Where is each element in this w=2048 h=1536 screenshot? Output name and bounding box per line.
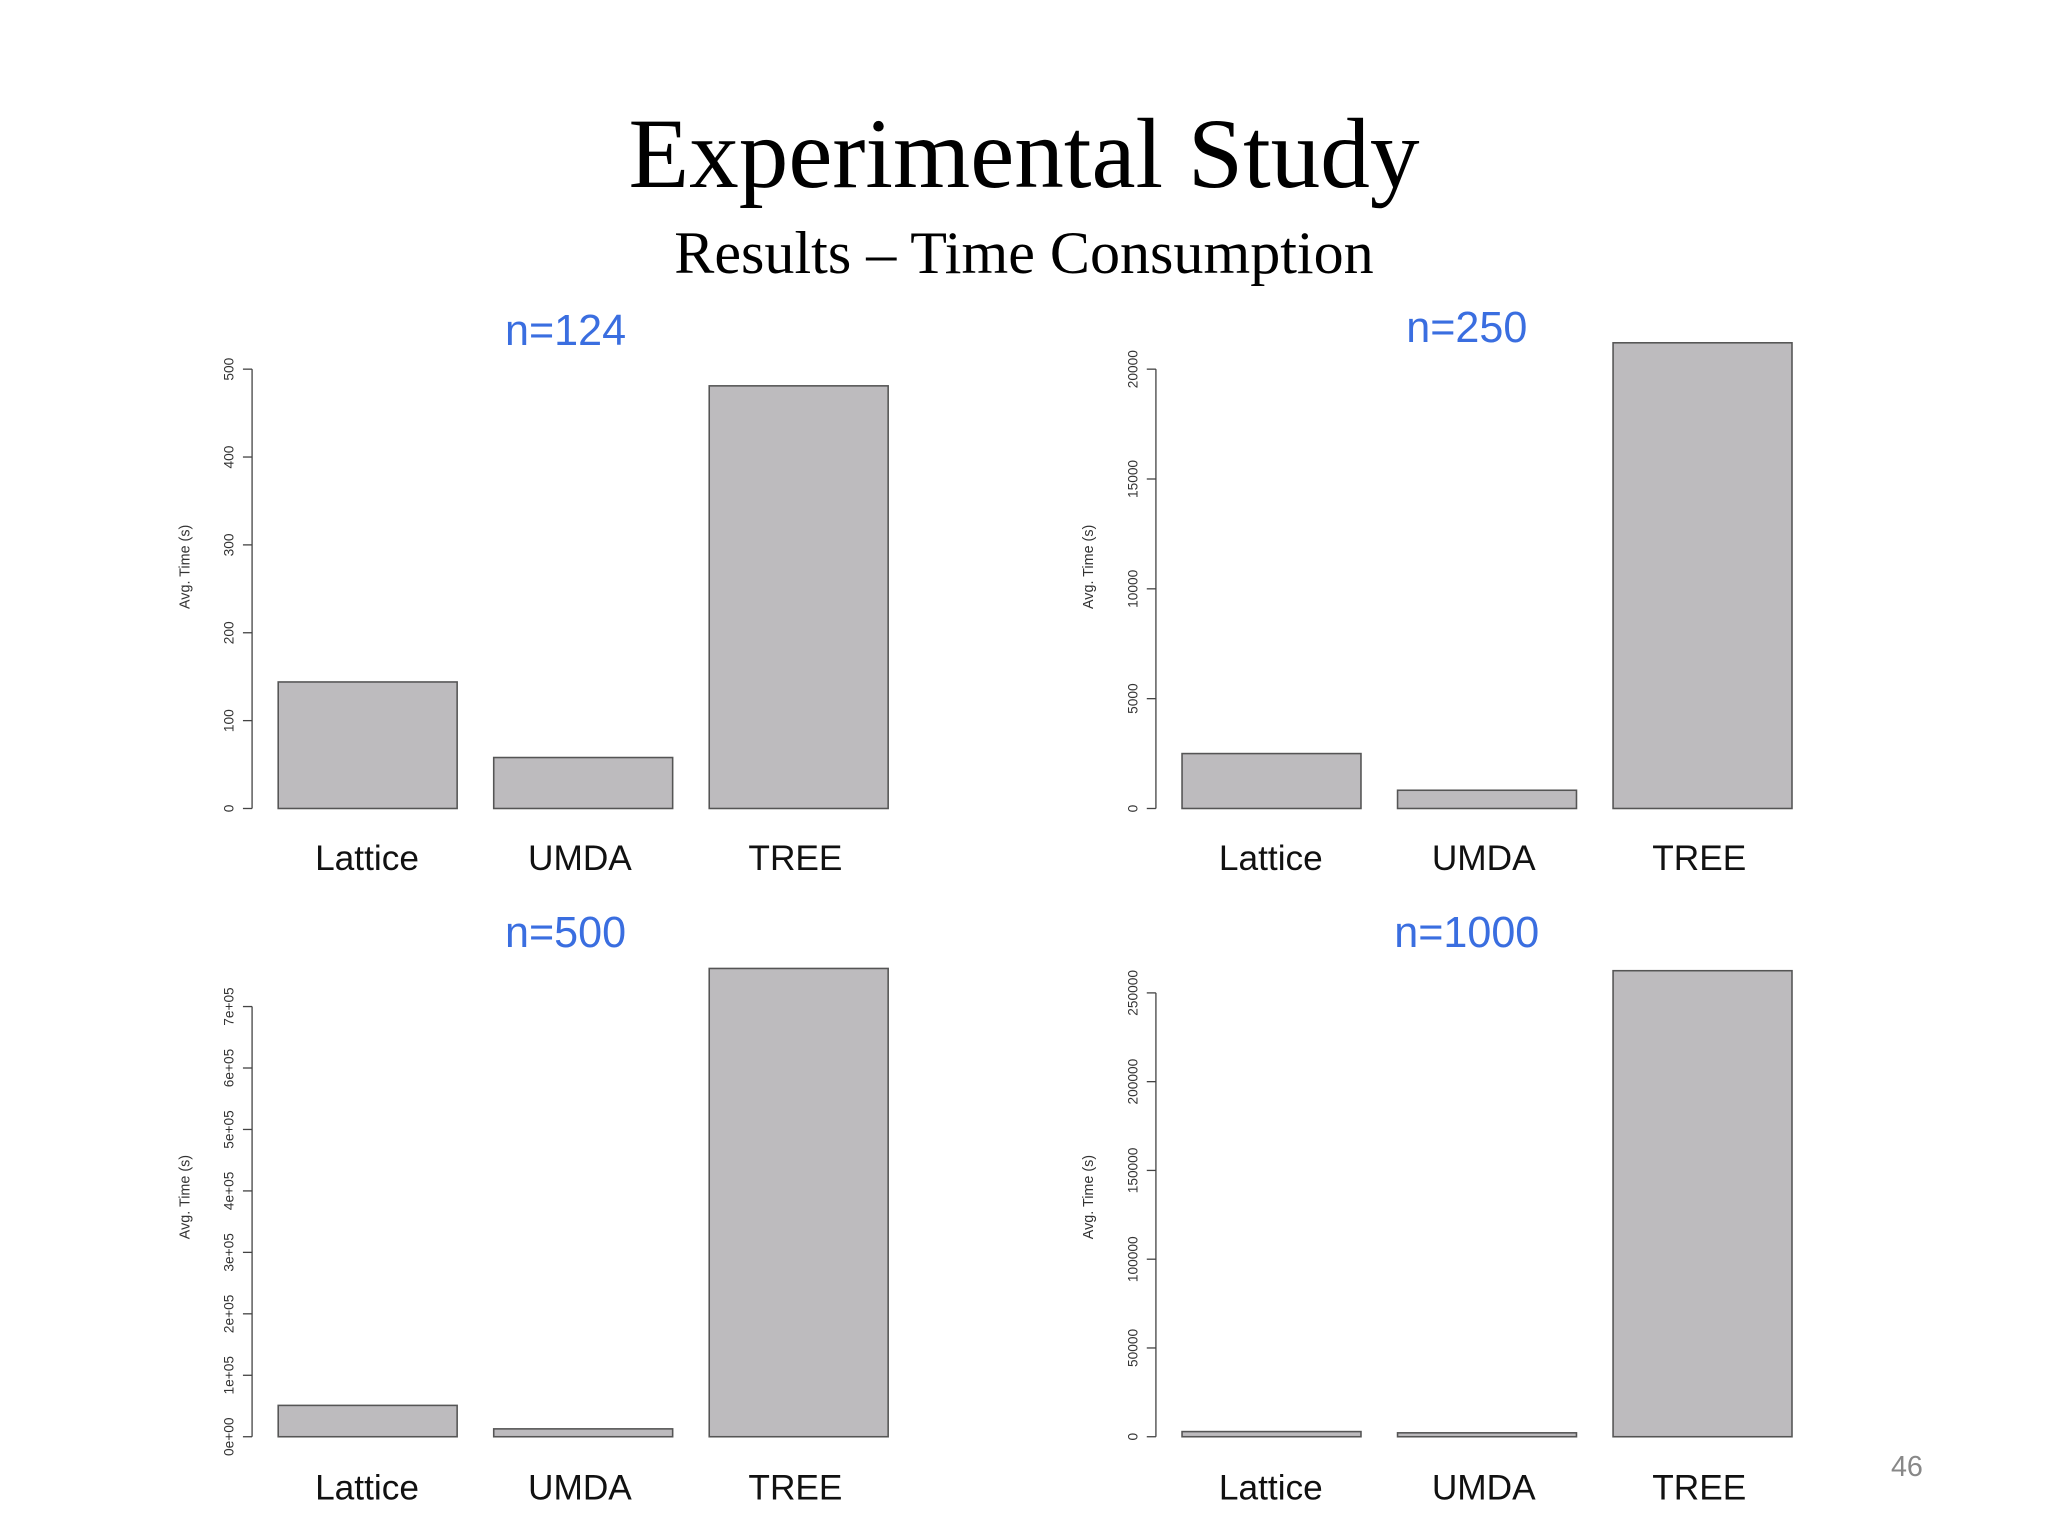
bar [277, 681, 458, 810]
y-tick-label: 0 [1125, 804, 1140, 812]
y-tick-label: 400 [222, 445, 237, 468]
y-tick-label: 100000 [1125, 1236, 1140, 1282]
chart-title: n=1000 [1394, 909, 1539, 957]
bar [492, 1428, 674, 1438]
y-axis-label: Avg. Time (s) [177, 1155, 193, 1239]
y-tick-label: 50000 [1125, 1329, 1140, 1367]
y-tick-label: 20000 [1125, 350, 1140, 388]
chart-title: n=500 [505, 909, 626, 957]
x-tick-label: Lattice [315, 839, 419, 878]
chart-title: n=124 [505, 307, 626, 355]
y-tick-label: 2e+05 [222, 1294, 237, 1333]
bar [1181, 752, 1362, 810]
bar [1181, 1430, 1362, 1438]
chart-title: n=250 [1406, 304, 1527, 352]
bar [1612, 969, 1793, 1438]
x-tick-label: TREE [1652, 839, 1746, 878]
bar [1396, 1432, 1578, 1438]
page-number: 46 [1891, 1451, 1923, 1483]
y-axis-label: Avg. Time (s) [1081, 525, 1097, 609]
y-tick-label: 15000 [1125, 460, 1140, 498]
x-tick-label: TREE [748, 839, 842, 878]
y-tick-label: 250000 [1125, 970, 1140, 1016]
y-tick-label: 0 [222, 804, 237, 812]
y-tick-label: 5e+05 [222, 1110, 237, 1149]
bar [1612, 342, 1793, 810]
y-tick-label: 150000 [1125, 1147, 1140, 1193]
x-tick-label: UMDA [528, 839, 632, 878]
y-tick-label: 6e+05 [222, 1048, 237, 1087]
x-tick-label: Lattice [1219, 839, 1323, 878]
bar [708, 385, 889, 810]
x-tick-label: Lattice [315, 1468, 419, 1507]
y-tick-label: 1e+05 [222, 1356, 237, 1395]
x-tick-label: TREE [748, 1468, 842, 1507]
x-tick-label: TREE [1652, 1468, 1746, 1507]
y-tick-label: 200 [222, 621, 237, 644]
y-tick-label: 500 [222, 357, 237, 380]
slide-title: Experimental Study [628, 100, 1419, 209]
slide-subtitle: Results – Time Consumption [674, 219, 1373, 286]
y-axis-label: Avg. Time (s) [177, 525, 193, 609]
y-tick-label: 3e+05 [222, 1233, 237, 1272]
y-tick-label: 0e+00 [222, 1417, 237, 1456]
y-axis-label: Avg. Time (s) [1081, 1155, 1097, 1239]
bar [492, 756, 674, 810]
y-tick-label: 4e+05 [222, 1171, 237, 1210]
x-tick-label: UMDA [1432, 1468, 1536, 1507]
y-tick-label: 7e+05 [222, 987, 237, 1026]
y-tick-label: 5000 [1125, 683, 1140, 714]
x-tick-label: UMDA [1432, 839, 1536, 878]
y-tick-label: 0 [1125, 1433, 1140, 1441]
bar [1396, 789, 1578, 810]
y-tick-label: 300 [222, 533, 237, 556]
x-tick-label: Lattice [1219, 1468, 1323, 1507]
y-tick-label: 10000 [1125, 569, 1140, 607]
y-tick-label: 100 [222, 709, 237, 732]
x-tick-label: UMDA [528, 1468, 632, 1507]
y-tick-label: 200000 [1125, 1058, 1140, 1104]
bar [708, 967, 889, 1438]
bar [277, 1404, 458, 1438]
